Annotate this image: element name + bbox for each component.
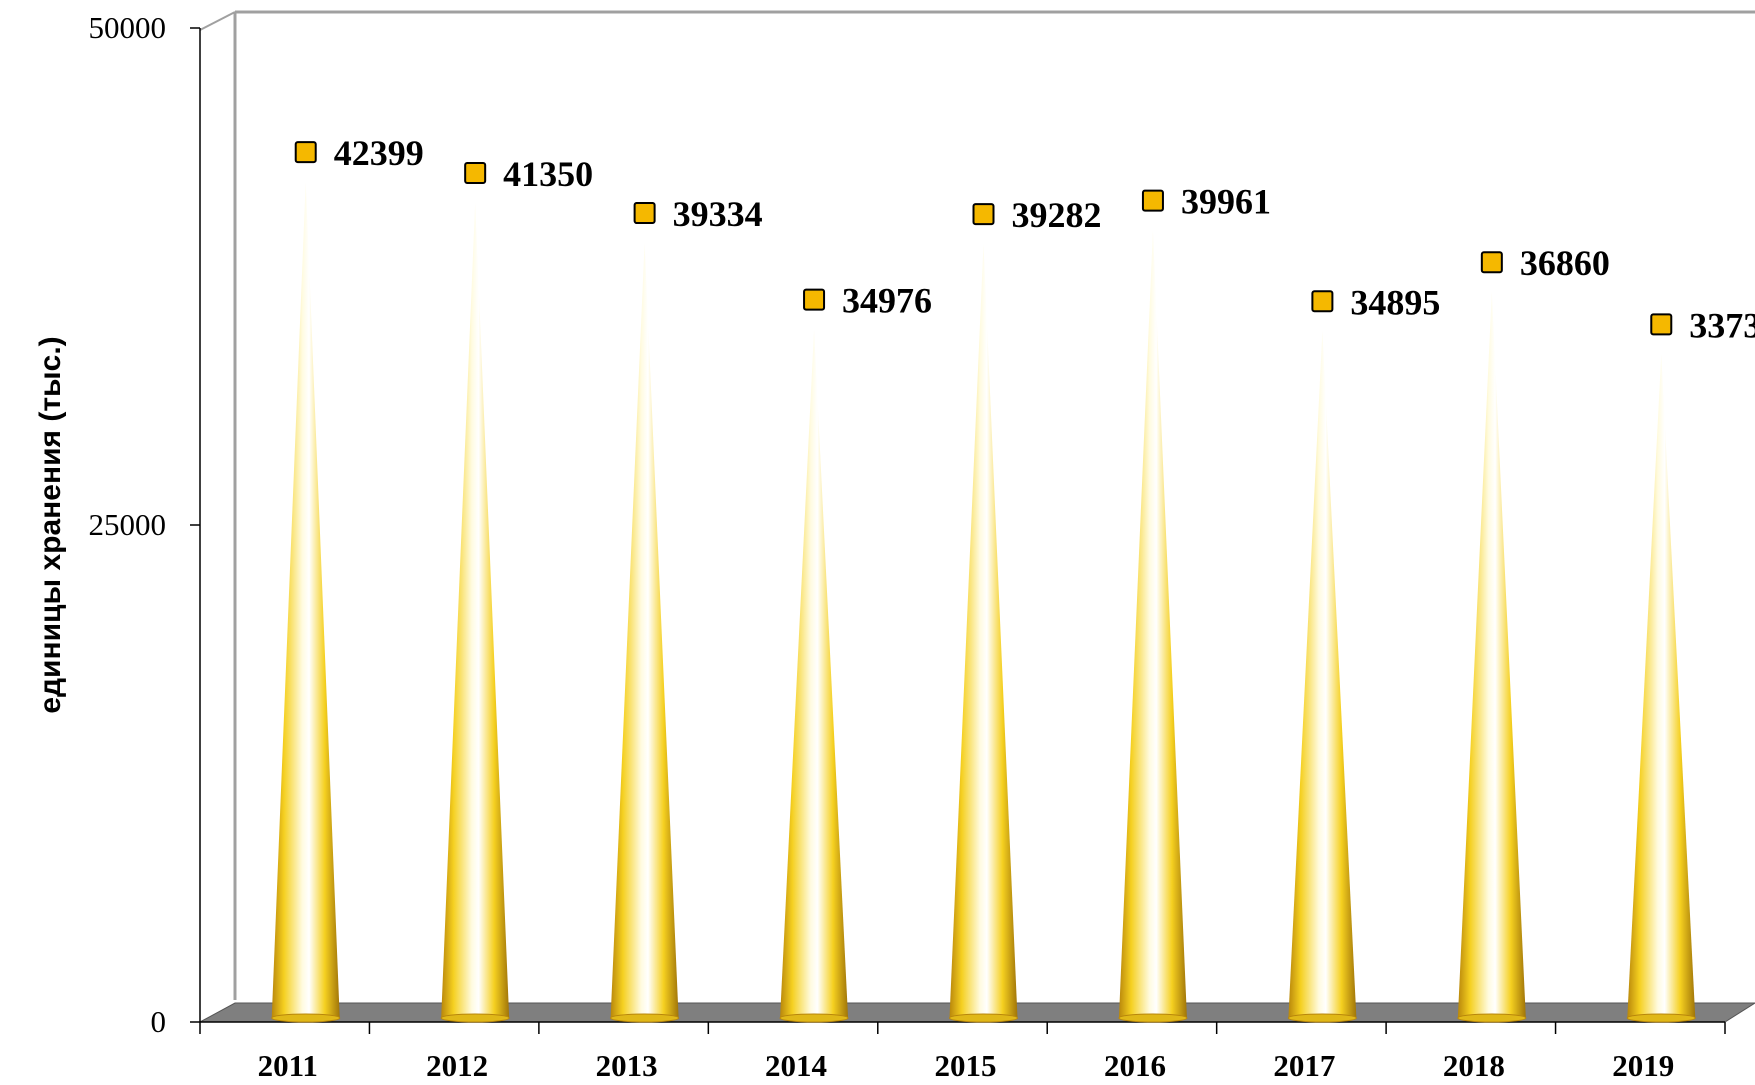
data-label: 41350 [503,154,593,194]
data-label: 39282 [1012,195,1102,235]
data-label: 34976 [842,281,932,321]
cone-bar [1626,354,1696,1023]
data-label: 39334 [673,194,763,234]
x-tick-label: 2011 [258,1048,318,1083]
cone-bar [610,243,680,1023]
cone-bar [1457,292,1527,1023]
x-tick-label: 2014 [765,1048,827,1083]
data-marker [1650,313,1673,336]
x-tick-label: 2017 [1273,1048,1335,1083]
x-tick-label: 2015 [935,1048,997,1083]
wall-depth-top [199,11,236,31]
data-marker [972,203,995,226]
data-marker [1311,290,1334,313]
x-tick-label: 2013 [596,1048,658,1083]
data-marker [1141,189,1164,212]
cone-bar [1287,331,1357,1023]
cone-bar [779,329,849,1023]
cone-bar [271,182,341,1023]
data-label: 36860 [1520,243,1610,283]
data-marker [633,202,656,225]
x-tick-label: 2016 [1104,1048,1166,1083]
cone-bar [1118,230,1188,1023]
cone-bar [949,244,1018,1023]
data-label: 39961 [1181,182,1271,222]
x-tick-label: 2019 [1612,1048,1674,1083]
data-label: 42399 [334,133,424,173]
data-marker [1480,251,1503,274]
data-marker [464,161,487,184]
data-marker [294,141,317,164]
y-axis-title: единицы хранения (тыс.) [34,336,67,713]
y-tick-label: 25000 [89,507,167,542]
y-tick-label: 50000 [89,10,167,45]
x-tick-label: 2012 [426,1048,488,1083]
cone-bar [440,202,510,1023]
x-tick-label: 2018 [1443,1048,1505,1083]
data-label: 34895 [1350,282,1440,322]
data-marker [803,288,826,311]
y-tick-label: 0 [151,1004,167,1039]
data-label: 33733 [1689,305,1755,345]
